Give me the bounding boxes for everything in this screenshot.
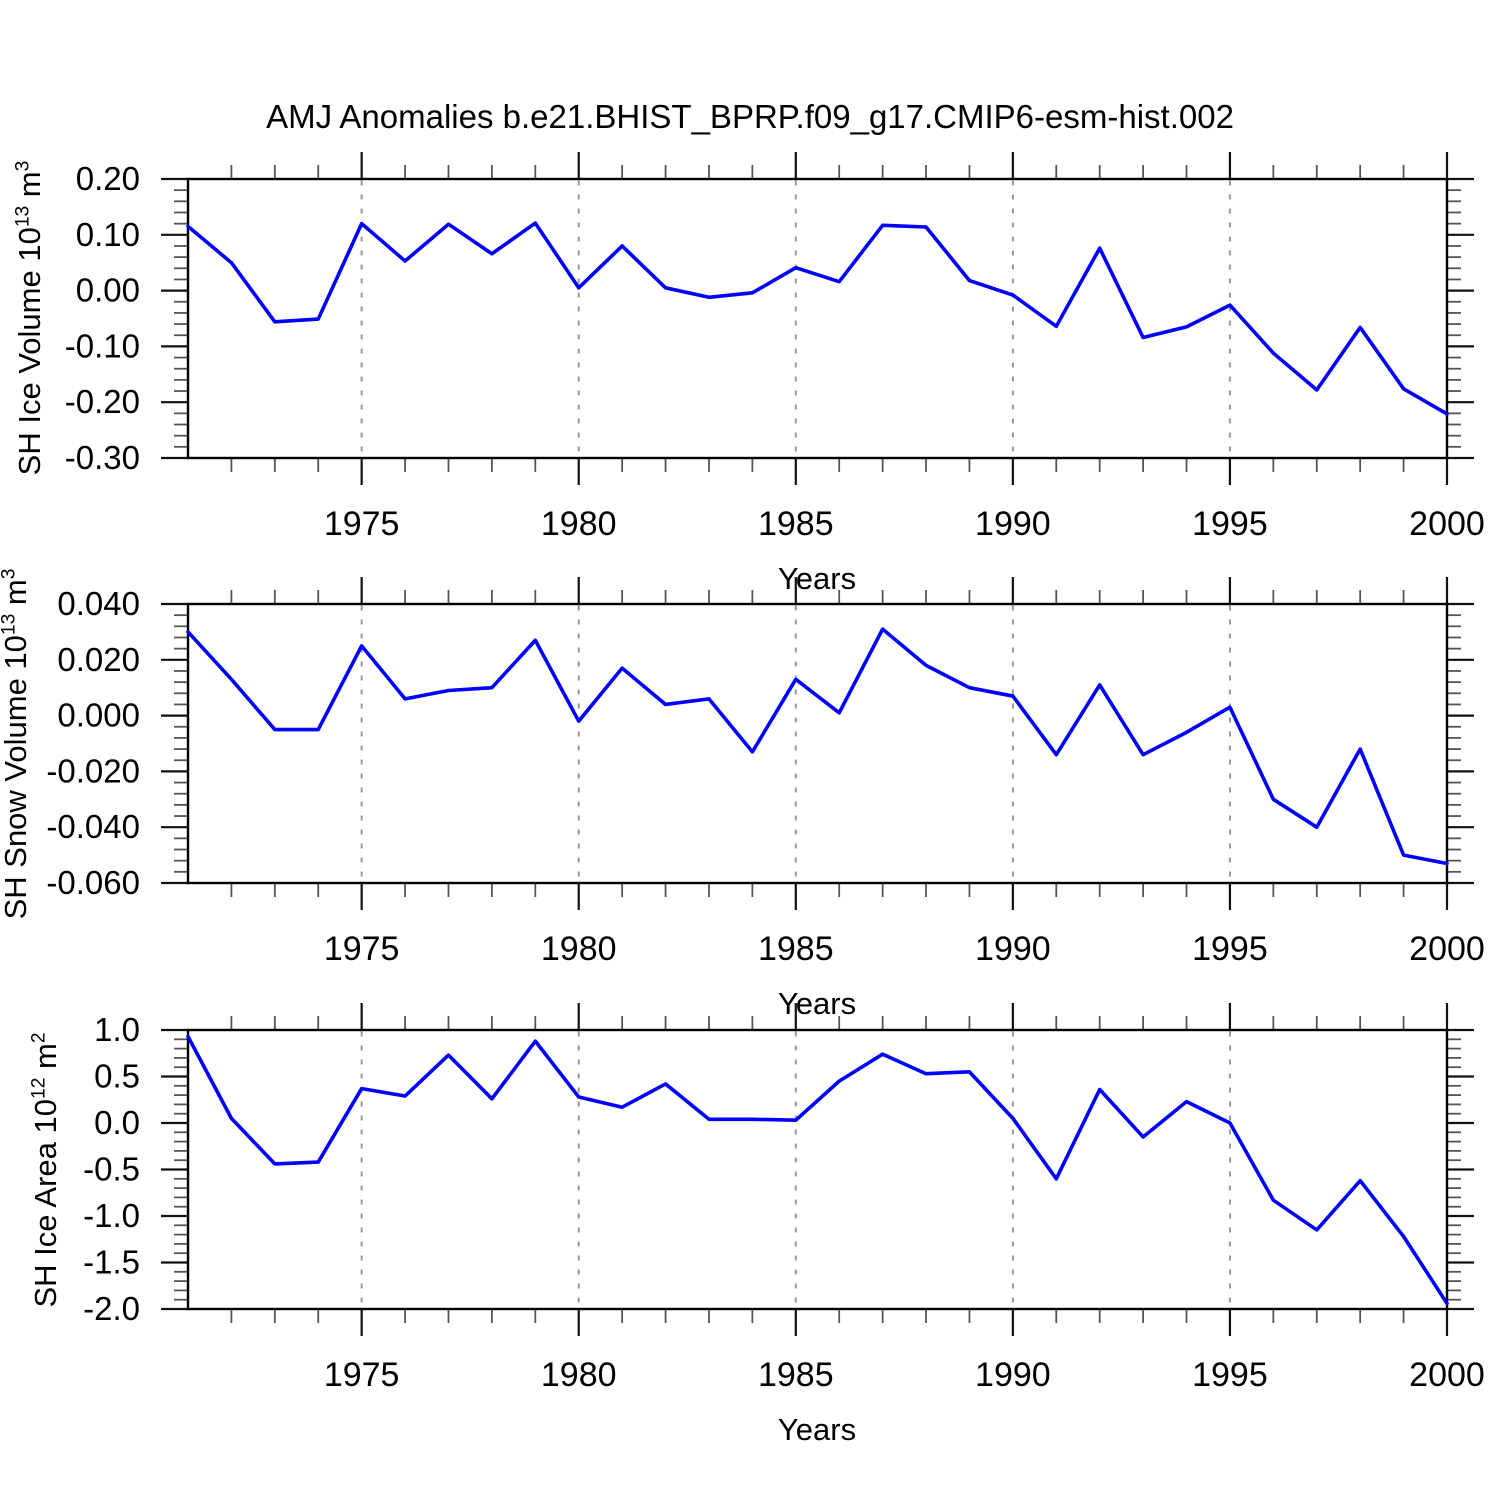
y-axis-title-unit-exponent: 2 — [28, 1032, 50, 1044]
y-tick-label: 0.5 — [94, 1058, 140, 1095]
plot-border — [186, 1028, 1449, 1311]
y-tick-label: -0.040 — [46, 808, 140, 845]
y-tick-label: -1.0 — [83, 1197, 140, 1234]
x-tick-label: 2000 — [1409, 930, 1485, 968]
plot-border — [186, 602, 1449, 885]
y-tick-label: -0.30 — [65, 439, 140, 476]
x-tick-label: 1990 — [975, 505, 1051, 543]
data-line-sh-snow-volume — [186, 627, 1449, 866]
x-tick-label: 1980 — [541, 930, 617, 968]
y-axis-title-snow-volume: SH Snow Volume 1013 m3 — [0, 569, 34, 920]
y-axis-title-unit: m — [0, 579, 33, 614]
x-tick-label: 1975 — [324, 1356, 400, 1394]
y-axis-title-exponent: 12 — [28, 1077, 50, 1099]
x-tick-label: 1975 — [324, 930, 400, 968]
x-tick-label: 1985 — [758, 1356, 834, 1394]
y-axis-title-text: SH Ice Volume 10 — [12, 227, 47, 476]
y-tick-label: -0.20 — [65, 383, 140, 420]
plot-border — [186, 177, 1449, 460]
page-title: AMJ Anomalies b.e21.BHIST_BPRP.f09_g17.C… — [266, 98, 1234, 135]
x-tick-label: 1985 — [758, 930, 834, 968]
y-axis-title-unit-exponent: 3 — [12, 160, 34, 172]
y-axis-title-text: SH Ice Area 10 — [28, 1098, 63, 1308]
x-tick-label: 1990 — [975, 930, 1051, 968]
y-tick-label: -0.020 — [46, 752, 140, 789]
x-axis-title-panel1: Years — [777, 561, 857, 596]
y-tick-label: -0.5 — [83, 1151, 140, 1188]
x-axis-title-panel2: Years — [777, 986, 857, 1021]
x-tick-label: 1995 — [1192, 505, 1268, 543]
panel-sh-ice-area: 1.0 0.5 0.0 -0.5 -1.0 -1.5 -2.0 1975 1980 1985 199… — [83, 1003, 1485, 1394]
x-tick-label: 1980 — [541, 1356, 617, 1394]
y-tick-label: 0.00 — [76, 272, 140, 309]
y-axis-title-exponent: 13 — [12, 205, 34, 228]
x-tick-label: 1995 — [1192, 930, 1268, 968]
y-tick-label: 0.020 — [57, 641, 140, 678]
y-axis-title-unit-exponent: 3 — [0, 568, 20, 580]
y-axis-title-exponent: 13 — [0, 613, 20, 636]
data-line-sh-ice-area — [186, 1034, 1449, 1306]
y-tick-label: 0.040 — [57, 585, 140, 622]
x-tick-label: 1995 — [1192, 1356, 1268, 1394]
y-tick-label: 0.0 — [94, 1104, 140, 1141]
y-axis-title-unit: m — [12, 171, 47, 206]
x-tick-label: 1980 — [541, 505, 617, 543]
y-axis-title-ice-area: SH Ice Area 1012 m2 — [28, 1032, 64, 1307]
y-tick-label: 0.10 — [76, 216, 140, 253]
x-axis-title-panel3: Years — [777, 1412, 857, 1447]
x-tick-label: 1990 — [975, 1356, 1051, 1394]
y-tick-label: -2.0 — [83, 1290, 140, 1327]
y-tick-label: 0.20 — [76, 160, 140, 197]
y-tick-label: -0.10 — [65, 327, 140, 364]
y-axis-title-text: SH Snow Volume 10 — [0, 635, 33, 920]
y-tick-label: -0.060 — [46, 864, 140, 901]
x-tick-label: 2000 — [1409, 505, 1485, 543]
x-tick-label: 1985 — [758, 505, 834, 543]
x-tick-label: 2000 — [1409, 1356, 1485, 1394]
panel-sh-ice-volume: 0.20 0.10 0.00 -0.10 -0.20 -0.30 1975 1980 1985 1… — [65, 152, 1485, 543]
x-tick-label: 1975 — [324, 505, 400, 543]
data-line-sh-ice-volume — [186, 221, 1449, 416]
y-axis-title-unit: m — [28, 1043, 63, 1078]
y-axis-title-ice-volume: SH Ice Volume 1013 m3 — [12, 161, 48, 476]
y-tick-label: 1.0 — [94, 1011, 140, 1048]
y-tick-label: -1.5 — [83, 1244, 140, 1281]
y-tick-label: 0.000 — [57, 697, 140, 734]
panel-sh-snow-volume: 0.040 0.020 0.000 -0.020 -0.040 -0.060 1975 198… — [46, 577, 1485, 968]
